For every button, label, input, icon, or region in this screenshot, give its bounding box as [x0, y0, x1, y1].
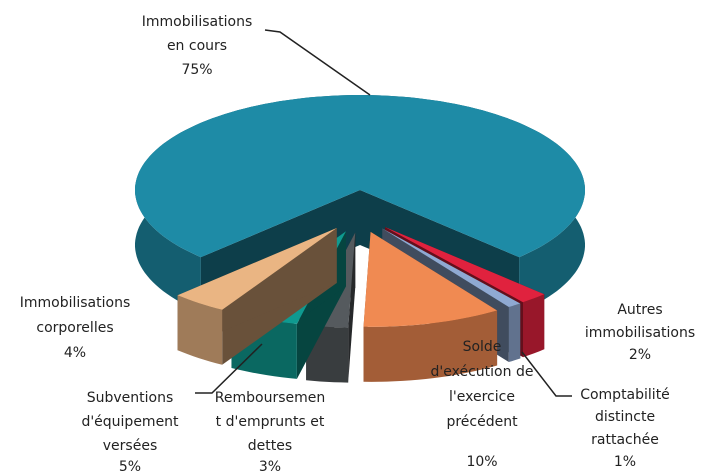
slice-top [135, 95, 585, 258]
value-label: 3% [259, 459, 281, 473]
leader-line [195, 343, 263, 394]
slice-side [177, 295, 223, 365]
slice-top [177, 228, 337, 310]
category-label: Immobilisations [20, 295, 131, 311]
category-label: Subventions [87, 390, 174, 406]
slice-top [363, 231, 498, 327]
category-label: l'exercice [449, 389, 515, 405]
leader-line [264, 29, 371, 96]
category-label: Solde [463, 339, 502, 355]
slice-side [363, 310, 498, 382]
category-label: distincte [595, 409, 655, 425]
slice-side [523, 294, 545, 358]
category-label: corporelles [36, 320, 113, 336]
slice [363, 231, 498, 382]
category-label: immobilisations [585, 325, 695, 341]
value-label: 1% [614, 454, 636, 470]
category-label: t d'emprunts et [216, 414, 325, 430]
slice-top [385, 227, 545, 303]
slice-top [382, 228, 521, 307]
category-label: versées [103, 438, 157, 454]
value-label: 5% [119, 459, 141, 473]
slice-side [508, 303, 521, 362]
value-label: 10% [466, 454, 497, 470]
category-label: Autres [617, 302, 662, 318]
category-label: Immobilisations [142, 14, 253, 30]
value-label: 4% [64, 345, 86, 361]
category-label: en cours [167, 38, 227, 54]
category-label: rattachée [591, 432, 659, 448]
value-label: 75% [181, 62, 212, 78]
category-label: d'équipement [81, 414, 179, 430]
slice [177, 228, 337, 365]
slice [135, 95, 585, 313]
value-label: 2% [629, 347, 651, 363]
category-label: dettes [248, 438, 292, 454]
category-label: Remboursemen [215, 390, 325, 406]
category-label: Comptabilité [580, 387, 670, 403]
category-label: précédent [446, 414, 518, 430]
category-label: d'exécution de [431, 364, 534, 380]
leader-line [521, 351, 572, 397]
